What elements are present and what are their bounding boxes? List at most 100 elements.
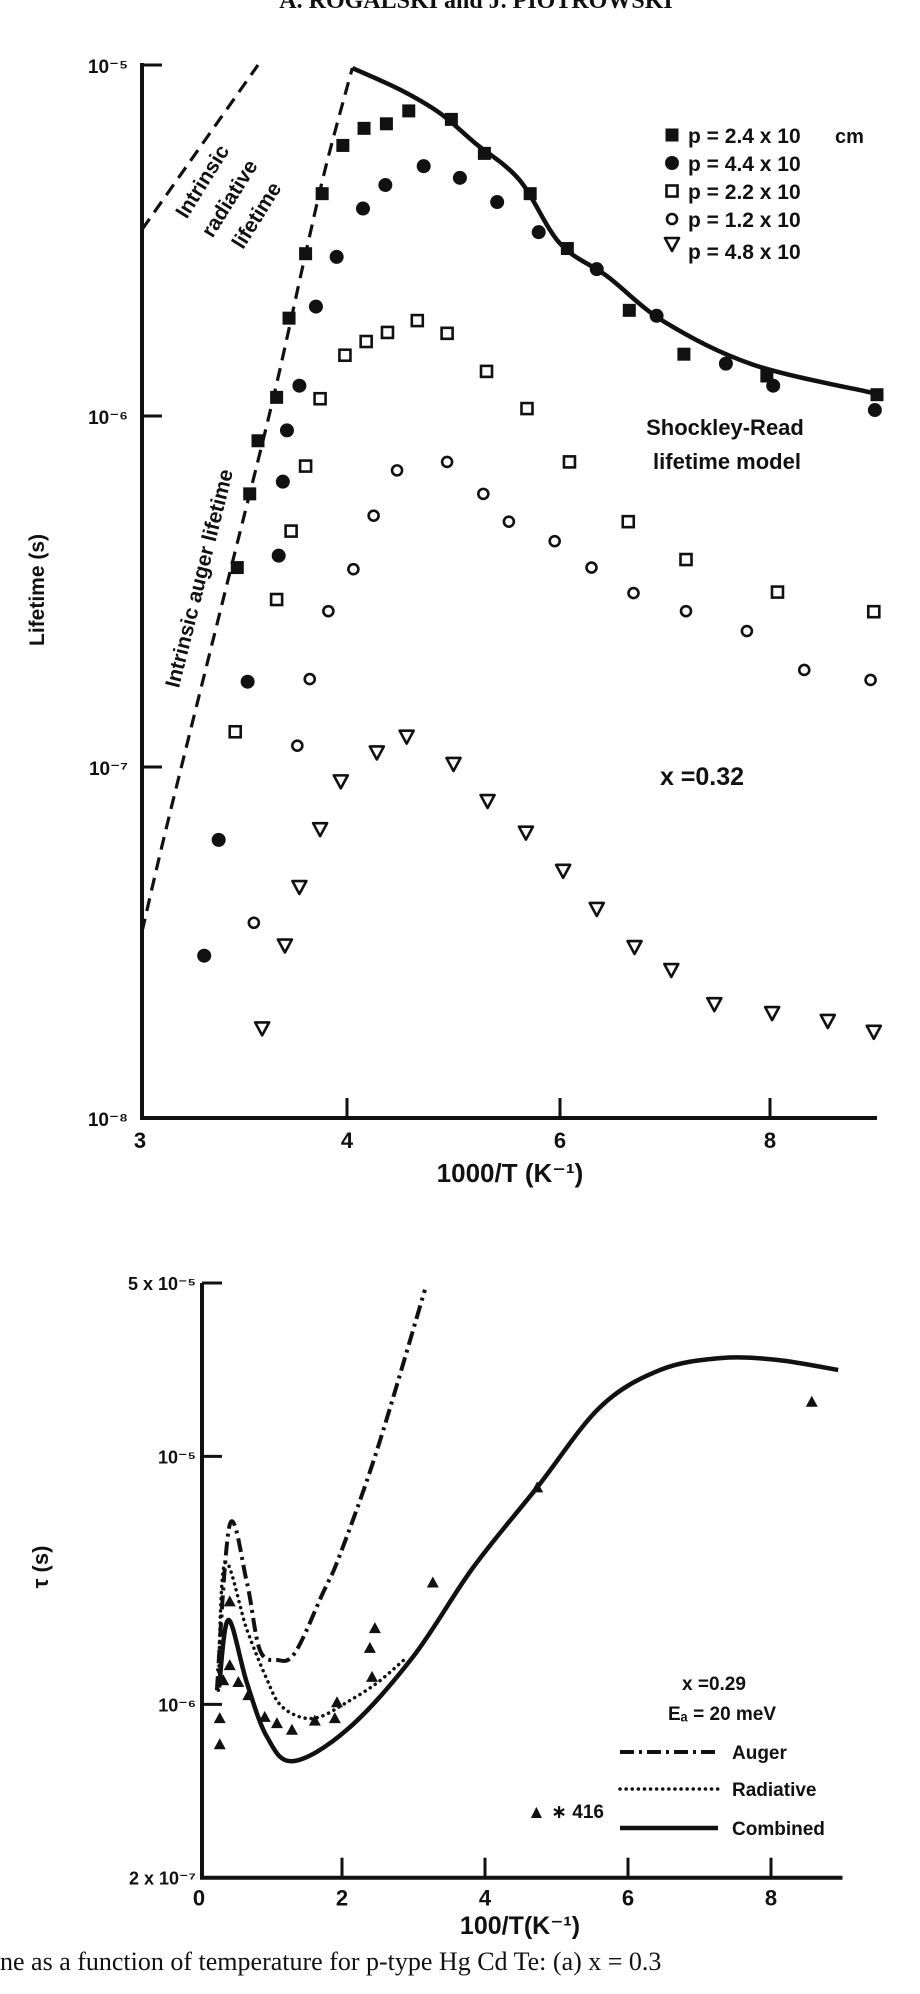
open-circle-data-point	[864, 673, 877, 687]
bottom-y-tick-label: 2 x 10⁻⁷	[129, 1869, 196, 1889]
figure-caption: ne as a function of temperature for p-ty…	[0, 1947, 661, 1976]
filled-square-data-point	[622, 303, 636, 317]
triangle-data-point	[223, 1659, 236, 1671]
filled-circle-data-point	[718, 356, 733, 371]
bottom-y-tick-label: 10⁻⁵	[158, 1447, 196, 1467]
open-square-data-point	[679, 552, 693, 567]
filled-circle-data-point	[867, 403, 882, 418]
triangle-data-point	[232, 1676, 245, 1688]
filled-circle-data-point	[197, 948, 212, 963]
top-y-tick-label: 10⁻⁶	[88, 408, 128, 429]
bottom-x-axis-label: 100/T(K⁻¹)	[460, 1912, 580, 1940]
legend-entry-label: p = 4.4 x 10	[688, 153, 801, 176]
filled-square-data-point	[230, 561, 244, 575]
filled-circle-data-point	[490, 195, 505, 210]
auger-curve	[214, 1289, 427, 1691]
legend-entry-label: p = 1.2 x 10	[688, 209, 801, 232]
bottom-y-tick-label: 5 x 10⁻⁵	[128, 1274, 196, 1294]
shockley-read-curve	[351, 66, 876, 396]
open-triangle-down-data-point	[479, 793, 496, 810]
bottom-chart: τ (s) 100/T(K⁻¹) x =0.29 Eₐ = 20 meV ▲ ∗…	[28, 1274, 843, 1940]
triangle-data-point	[328, 1712, 341, 1724]
open-circle-data-point	[627, 586, 640, 600]
legend-entry-label: p = 2.4 x 10	[688, 125, 801, 148]
filled-square-data-point	[523, 187, 537, 201]
triangle-data-point	[330, 1696, 343, 1708]
open-triangle-down-data-point	[865, 1024, 883, 1041]
triangle-data-point	[368, 1622, 381, 1634]
bottom-y-tick-label: 10⁻⁶	[158, 1695, 196, 1715]
filled-circle-data-point	[275, 474, 290, 489]
series-filled-square	[230, 104, 884, 575]
open-triangle-down-data-point	[276, 938, 294, 954]
filled-circle-data-point	[649, 308, 664, 323]
model-label-line2: lifetime model	[653, 449, 801, 474]
combined-curve	[216, 1355, 839, 1764]
top-x-axis-label: 1000/T (K⁻¹)	[437, 1158, 584, 1188]
series-open-triangle-down	[253, 729, 883, 1041]
bottom-x-tick-label: 8	[765, 1886, 777, 1911]
radiative-curve	[216, 1560, 409, 1721]
filled-square-data-point	[379, 117, 393, 131]
filled-square-data-point	[251, 434, 265, 448]
filled-circle-data-point	[211, 832, 226, 847]
filled-square-data-point	[357, 121, 371, 135]
filled-circle-data-point	[378, 178, 393, 193]
open-square-data-point	[770, 585, 785, 599]
filled-square-data-point	[336, 138, 350, 152]
filled-circle-data-point	[589, 262, 604, 277]
top-x-tick-label: 3	[134, 1128, 146, 1153]
open-circle-data-point	[291, 739, 304, 752]
triangle-data-point	[366, 1670, 379, 1682]
open-square-data-point	[313, 391, 327, 406]
filled-square-data-point	[560, 242, 574, 256]
open-square-data-point	[359, 334, 373, 349]
top-y-axis-label: Lifetime (s)	[26, 534, 49, 646]
intrinsic-auger-curve	[140, 67, 354, 932]
open-triangle-down-data-point	[253, 1021, 271, 1037]
open-circle-data-point	[502, 515, 516, 528]
radiative-annotation: Intrinsic radiative lifetime	[171, 141, 286, 253]
bottom-x-tick-label: 6	[622, 1886, 634, 1911]
open-triangle-down-data-point	[311, 821, 329, 838]
open-square-data-point	[440, 326, 454, 341]
legend-radiative-label: Radiative	[732, 1780, 816, 1801]
open-square-data-point	[562, 455, 577, 469]
open-circle-data-point	[322, 604, 335, 618]
filled-square-data-point	[444, 112, 458, 126]
open-triangle-down-data-point	[706, 996, 723, 1013]
legend-open-triangle-down-icon	[663, 236, 681, 253]
open-square-data-point	[479, 364, 494, 379]
open-circle-data-point	[347, 562, 360, 576]
open-triangle-down-data-point	[663, 962, 680, 979]
open-square-data-point	[520, 401, 534, 416]
open-square-data-point	[338, 348, 352, 363]
open-square-data-point	[410, 313, 425, 328]
filled-circle-data-point	[416, 159, 431, 174]
activation-energy-label: Eₐ = 20 meV	[668, 1704, 776, 1725]
filled-circle-data-point	[452, 170, 467, 185]
top-y-tick-label: 10⁻⁵	[88, 57, 128, 78]
series-416-points	[213, 1395, 818, 1750]
open-triangle-down-data-point	[819, 1013, 837, 1030]
open-triangle-down-data-point	[398, 729, 415, 745]
triangle-data-point	[285, 1723, 298, 1735]
filled-circle-data-point	[308, 299, 323, 314]
legend-entry-label: p = 4.8 x 10	[688, 241, 801, 264]
open-circle-data-point	[367, 509, 380, 522]
filled-square-data-point	[402, 104, 416, 118]
top-x-tick-label: 8	[764, 1128, 776, 1153]
filled-square-data-point	[299, 247, 313, 261]
series-open-square	[228, 313, 881, 739]
triangle-data-point	[242, 1689, 255, 1701]
open-square-data-point	[228, 724, 243, 739]
open-triangle-down-data-point	[763, 1005, 781, 1022]
filled-square-data-point	[315, 187, 329, 201]
top-y-tick-label: 10⁻⁷	[89, 759, 128, 780]
triangle-data-point	[258, 1710, 271, 1722]
open-square-data-point	[380, 325, 395, 340]
open-triangle-down-data-point	[291, 879, 308, 896]
filled-circle-data-point	[240, 674, 255, 689]
open-triangle-down-data-point	[445, 756, 462, 773]
